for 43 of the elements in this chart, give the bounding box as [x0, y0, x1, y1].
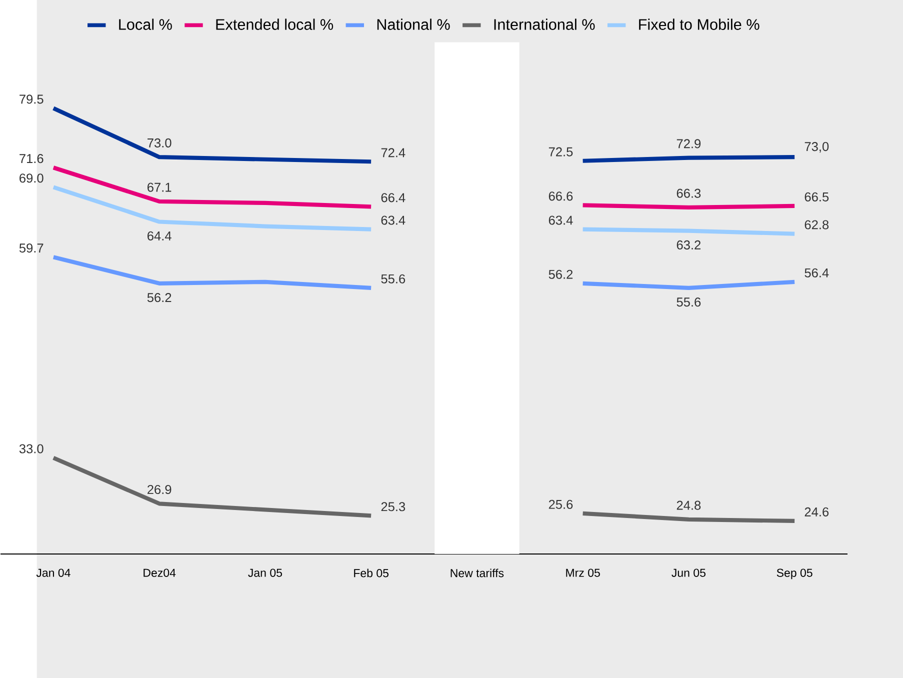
legend-label: Local % [119, 18, 172, 30]
data-label: 56.2 [548, 270, 573, 279]
data-label: 64.4 [148, 231, 172, 240]
data-label: 63.4 [381, 216, 406, 225]
x-tick-label: Jan 04 [36, 568, 70, 577]
x-tick-label: Dez04 [144, 568, 176, 577]
data-label: 72.5 [548, 147, 573, 156]
data-label: 66.4 [381, 193, 406, 202]
data-label: 55.6 [676, 298, 701, 307]
data-label: 24.8 [676, 500, 701, 510]
data-label: 55.6 [381, 274, 406, 284]
legend-label: National % [377, 18, 450, 30]
data-label: 71.6 [20, 154, 44, 164]
data-label: 66.3 [676, 188, 701, 198]
x-tick-label: New tariffs [450, 568, 504, 578]
x-tick-label: Jun 05 [672, 568, 706, 577]
data-label: 73,0 [804, 142, 829, 153]
data-label: 73.0 [148, 138, 172, 148]
data-label: 66.5 [804, 192, 829, 202]
x-tick-label: Mrz 05 [566, 568, 600, 577]
data-label: 25.3 [381, 502, 406, 512]
data-label: 62.8 [804, 220, 829, 230]
data-label: 69.0 [20, 174, 44, 183]
data-label: 33.0 [19, 444, 44, 454]
legend-label: International % [494, 18, 595, 30]
legend-label: Extended local % [216, 18, 334, 30]
data-label: 26.9 [148, 484, 172, 494]
x-tick-label: Sep 05 [776, 568, 812, 580]
data-label: 63.2 [676, 240, 701, 250]
data-label: 66.6 [548, 192, 573, 201]
data-label: 24.6 [804, 507, 829, 516]
x-tick-label: Jan 05 [248, 568, 282, 577]
data-label: 63.4 [548, 216, 573, 225]
x-tick-label: Feb 05 [354, 568, 388, 578]
data-label: 56.2 [147, 293, 172, 302]
data-label: 56.4 [804, 268, 829, 278]
data-label: 79.5 [20, 94, 44, 104]
data-label: 72.4 [381, 148, 406, 158]
data-label: 59.7 [19, 243, 44, 253]
data-label: 25.6 [548, 500, 573, 509]
data-label: 72.9 [676, 139, 701, 148]
legend-label: Fixed to Mobile % [639, 18, 760, 30]
data-label: 67.1 [148, 182, 172, 192]
